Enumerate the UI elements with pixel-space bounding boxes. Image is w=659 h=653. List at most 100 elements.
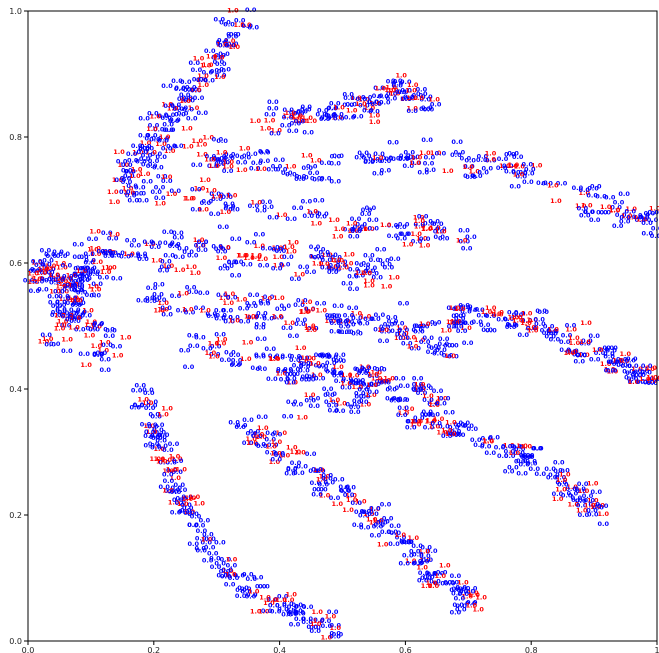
point-label-1: 1.0 xyxy=(649,205,659,213)
point-label-0: 0.0 xyxy=(309,627,321,635)
point-label-1: 1.0 xyxy=(643,365,655,373)
point-label-0: 0.0 xyxy=(603,344,615,352)
point-label-0: 0.0 xyxy=(126,150,138,158)
point-label-0: 0.0 xyxy=(171,468,183,476)
point-label-0: 0.0 xyxy=(102,249,114,257)
point-label-0: 0.0 xyxy=(256,310,268,318)
point-label-0: 0.0 xyxy=(537,308,549,316)
point-label-0: 0.0 xyxy=(518,331,530,339)
point-label-0: 0.0 xyxy=(146,401,158,409)
point-label-0: 0.0 xyxy=(419,235,431,243)
point-label-0: 0.0 xyxy=(628,378,640,386)
point-label-1: 1.0 xyxy=(600,360,612,368)
point-label-0: 0.0 xyxy=(147,110,159,118)
point-label-0: 0.0 xyxy=(423,105,435,113)
point-label-0: 0.0 xyxy=(296,316,308,324)
point-label-0: 0.0 xyxy=(289,366,301,374)
point-label-0: 0.0 xyxy=(279,261,291,269)
point-label-0: 0.0 xyxy=(422,556,434,564)
point-label-0: 0.0 xyxy=(370,100,382,108)
point-label-0: 0.0 xyxy=(383,263,395,271)
point-label-1: 1.0 xyxy=(385,84,397,92)
point-label-0: 0.0 xyxy=(310,174,322,182)
point-label-0: 0.0 xyxy=(641,362,653,370)
point-label-0: 0.0 xyxy=(291,601,303,609)
point-label-1: 1.0 xyxy=(428,398,440,406)
point-label-0: 0.0 xyxy=(519,452,531,460)
point-label-1: 1.0 xyxy=(59,280,71,288)
point-label-1: 1.0 xyxy=(397,329,409,337)
point-label-0: 0.0 xyxy=(612,222,624,230)
point-label-0: 0.0 xyxy=(286,465,298,473)
point-label-0: 0.0 xyxy=(305,396,317,404)
point-label-1: 1.0 xyxy=(233,21,245,29)
point-label-0: 0.0 xyxy=(304,305,316,313)
point-label-0: 0.0 xyxy=(325,390,337,398)
point-label-0: 0.0 xyxy=(308,467,320,475)
point-label-0: 0.0 xyxy=(111,275,123,283)
point-label-1: 1.0 xyxy=(445,418,457,426)
point-label-0: 0.0 xyxy=(254,351,266,359)
point-label-0: 0.0 xyxy=(410,159,422,167)
point-label-0: 0.0 xyxy=(454,595,466,603)
point-label-1: 1.0 xyxy=(321,251,333,259)
point-label-0: 0.0 xyxy=(286,398,298,406)
point-label-0: 0.0 xyxy=(599,208,611,216)
point-label-0: 0.0 xyxy=(610,204,622,212)
point-label-1: 1.0 xyxy=(559,471,571,479)
point-label-0: 0.0 xyxy=(77,253,89,261)
point-label-1: 1.0 xyxy=(258,608,270,616)
point-label-0: 0.0 xyxy=(121,178,133,186)
point-label-0: 0.0 xyxy=(153,281,165,289)
point-label-0: 0.0 xyxy=(344,321,356,329)
point-label-0: 0.0 xyxy=(234,571,246,579)
point-label-1: 1.0 xyxy=(547,181,559,189)
point-label-0: 0.0 xyxy=(291,607,303,615)
point-label-0: 0.0 xyxy=(416,86,428,94)
point-label-0: 0.0 xyxy=(214,160,226,168)
point-label-0: 0.0 xyxy=(430,319,442,327)
point-label-0: 0.0 xyxy=(267,105,279,113)
point-label-0: 0.0 xyxy=(204,47,216,55)
point-label-0: 0.0 xyxy=(43,269,55,277)
point-label-0: 0.0 xyxy=(558,467,570,475)
point-label-0: 0.0 xyxy=(255,335,267,343)
point-label-0: 0.0 xyxy=(61,347,73,355)
point-label-1: 1.0 xyxy=(144,422,156,430)
point-label-0: 0.0 xyxy=(338,317,350,325)
point-label-0: 0.0 xyxy=(61,275,73,283)
point-label-1: 1.0 xyxy=(466,601,478,609)
point-label-0: 0.0 xyxy=(231,356,243,364)
point-label-1: 1.0 xyxy=(159,133,171,141)
point-label-0: 0.0 xyxy=(275,243,287,251)
point-label-1: 1.0 xyxy=(62,275,74,283)
point-label-0: 0.0 xyxy=(556,179,568,187)
point-label-1: 1.0 xyxy=(319,472,331,480)
point-label-1: 1.0 xyxy=(177,290,189,298)
point-label-0: 0.0 xyxy=(73,272,85,280)
point-label-0: 0.0 xyxy=(606,367,618,375)
point-label-0: 0.0 xyxy=(451,589,463,597)
point-label-0: 0.0 xyxy=(427,570,439,578)
point-label-1: 1.0 xyxy=(556,476,568,484)
point-label-0: 0.0 xyxy=(430,101,442,109)
point-label-0: 0.0 xyxy=(397,88,409,96)
point-label-1: 1.0 xyxy=(499,162,511,170)
point-label-0: 0.0 xyxy=(74,326,86,334)
point-label-0: 0.0 xyxy=(219,158,231,166)
point-label-0: 0.0 xyxy=(126,182,138,190)
point-label-0: 0.0 xyxy=(485,327,497,335)
point-label-0: 0.0 xyxy=(224,150,236,158)
point-label-1: 1.0 xyxy=(369,118,381,126)
point-label-0: 0.0 xyxy=(504,447,516,455)
point-label-0: 0.0 xyxy=(574,485,586,493)
point-label-1: 1.0 xyxy=(146,125,158,133)
point-label-1: 1.0 xyxy=(372,517,384,525)
point-label-0: 0.0 xyxy=(341,280,353,288)
point-label-0: 0.0 xyxy=(308,209,320,217)
point-label-0: 0.0 xyxy=(105,326,117,334)
point-label-0: 0.0 xyxy=(358,101,370,109)
point-label-0: 0.0 xyxy=(146,284,158,292)
point-label-0: 0.0 xyxy=(194,241,206,249)
point-label-0: 0.0 xyxy=(377,93,389,101)
